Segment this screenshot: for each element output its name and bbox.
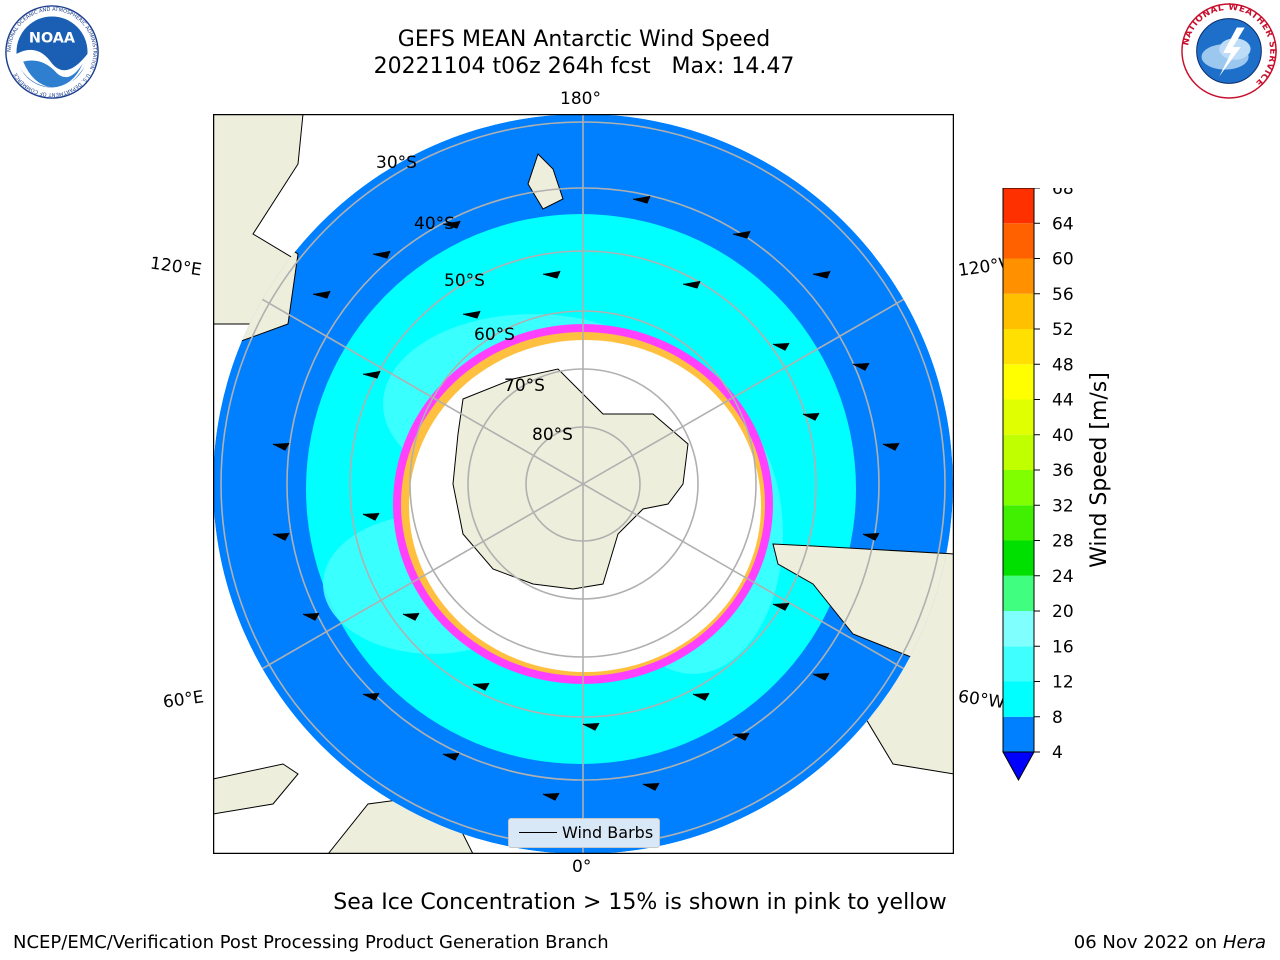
- colorbar-segment: [1003, 399, 1034, 435]
- noaa-logo-text: NOAA: [29, 30, 76, 46]
- colorbar-tick-label: 20: [1052, 602, 1074, 622]
- colorbar-tick-label: 32: [1052, 496, 1074, 516]
- footer-date-text: 06 Nov 2022 on: [1073, 932, 1218, 953]
- colorbar-tick-label: 12: [1052, 673, 1074, 693]
- colorbar-segment: [1003, 223, 1034, 259]
- legend-label: Wind Barbs: [562, 823, 654, 842]
- lon-label-180: 180°: [560, 89, 601, 109]
- lat-label-80s: 80°S: [532, 425, 573, 445]
- colorbar-segment: [1003, 540, 1034, 576]
- colorbar-under-arrow: [1002, 751, 1035, 782]
- colorbar-segment: [1003, 188, 1034, 224]
- colorbar-label: Wind Speed [m/s]: [1087, 372, 1112, 568]
- colorbar-tick-label: 44: [1052, 391, 1074, 411]
- title-line-2: 20221104 t06z 264h fcst Max: 14.47: [373, 54, 795, 79]
- legend-line-swatch: [519, 832, 557, 833]
- colorbar-tick-label: 28: [1052, 532, 1074, 552]
- lon-label-60w: 60°W: [956, 686, 1007, 714]
- colorbar-tick-label: 24: [1052, 567, 1074, 587]
- colorbar-tick-label: 64: [1052, 214, 1074, 234]
- colorbar-segment: [1003, 505, 1034, 541]
- colorbar-tick-label: 8: [1052, 708, 1063, 728]
- lat-label-70s: 70°S: [504, 376, 545, 396]
- colorbar-segment: [1003, 611, 1034, 647]
- lat-label-50s: 50°S: [444, 271, 485, 291]
- colorbar-segment: [1003, 329, 1034, 365]
- colorbar-segment: [1003, 258, 1034, 294]
- lon-label-60e: 60°E: [161, 687, 206, 713]
- map-legend: Wind Barbs: [508, 818, 660, 848]
- colorbar-tick-label: 52: [1052, 320, 1074, 340]
- colorbar-tick-label: 4: [1052, 743, 1063, 763]
- footer-host: Hera: [1222, 932, 1266, 953]
- colorbar-tick-label: 36: [1052, 461, 1074, 481]
- colorbar-tick-label: 56: [1052, 285, 1074, 305]
- land-antarctica: [452, 368, 689, 590]
- land-madagascar: [213, 763, 299, 815]
- colorbar-segment: [1003, 470, 1034, 506]
- colorbar-segment: [1003, 293, 1034, 329]
- colorbar-tick-label: 40: [1052, 426, 1074, 446]
- colorbar-tick-label: 48: [1052, 355, 1074, 375]
- colorbar-tick-label: 60: [1052, 250, 1074, 270]
- lat-label-60s: 60°S: [474, 325, 515, 345]
- colorbar-segment: [1003, 716, 1034, 752]
- lat-label-30s: 30°S: [376, 153, 417, 173]
- footer-branch: NCEP/EMC/Verification Post Processing Pr…: [13, 932, 609, 953]
- colorbar-segment: [1003, 575, 1034, 611]
- sea-ice-caption: Sea Ice Concentration > 15% is shown in …: [333, 890, 947, 915]
- wind-barbs: [272, 195, 900, 801]
- colorbar-segment: [1003, 434, 1034, 470]
- footer-date: 06 Nov 2022 on Hera: [1074, 932, 1266, 953]
- lat-label-40s: 40°S: [414, 214, 455, 234]
- graticule: [213, 114, 953, 854]
- lon-label-0: 0°: [572, 857, 592, 877]
- colorbar-segment: [1003, 646, 1034, 682]
- polar-map: [213, 114, 954, 854]
- title-line-1: GEFS MEAN Antarctic Wind Speed: [397, 27, 771, 52]
- colorbar-segment: [1003, 681, 1034, 717]
- nws-logo: NATIONAL WEATHER SERVICE: [1181, 3, 1277, 99]
- noaa-logo: NOAA NATIONAL OCEANIC AND ATMOSPHERIC AD…: [5, 5, 99, 99]
- colorbar-tick-label: 68: [1052, 188, 1074, 199]
- colorbar-segment: [1003, 364, 1034, 400]
- colorbar-tick-label: 16: [1052, 637, 1074, 657]
- lon-label-120e: 120°E: [148, 253, 203, 281]
